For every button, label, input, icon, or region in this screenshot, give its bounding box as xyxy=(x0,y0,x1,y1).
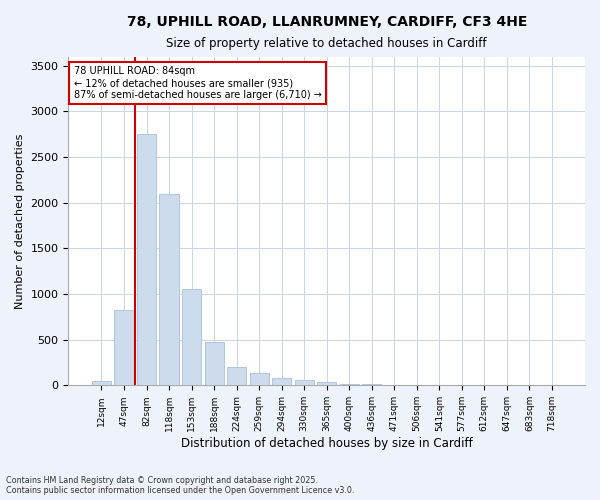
Bar xyxy=(160,194,179,386)
X-axis label: Distribution of detached houses by size in Cardiff: Distribution of detached houses by size … xyxy=(181,437,473,450)
Bar xyxy=(272,378,291,386)
Bar xyxy=(92,381,111,386)
Title: 78, UPHILL ROAD, LLANRUMNEY, CARDIFF, CF3 4HE: 78, UPHILL ROAD, LLANRUMNEY, CARDIFF, CF… xyxy=(127,15,527,29)
Bar xyxy=(295,380,314,386)
Text: 78 UPHILL ROAD: 84sqm
← 12% of detached houses are smaller (935)
87% of semi-det: 78 UPHILL ROAD: 84sqm ← 12% of detached … xyxy=(74,66,322,100)
Bar xyxy=(115,310,134,386)
Bar xyxy=(250,372,269,386)
Text: Size of property relative to detached houses in Cardiff: Size of property relative to detached ho… xyxy=(166,37,487,50)
Bar xyxy=(137,134,156,386)
Bar xyxy=(317,382,336,386)
Bar xyxy=(182,290,201,386)
Bar xyxy=(205,342,224,386)
Text: Contains HM Land Registry data © Crown copyright and database right 2025.
Contai: Contains HM Land Registry data © Crown c… xyxy=(6,476,355,495)
Y-axis label: Number of detached properties: Number of detached properties xyxy=(15,134,25,308)
Bar xyxy=(340,384,359,386)
Bar xyxy=(227,367,246,386)
Bar xyxy=(362,384,382,386)
